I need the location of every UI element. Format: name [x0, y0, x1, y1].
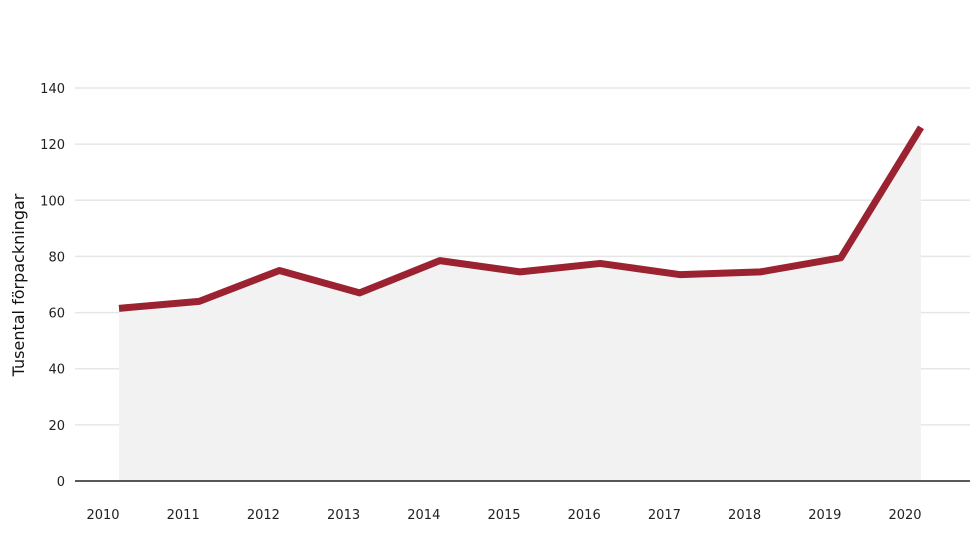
y-tick-label: 120: [40, 138, 65, 153]
y-tick-label: 40: [48, 363, 65, 378]
data-point: [678, 272, 683, 277]
x-tick-label: 2011: [167, 508, 200, 523]
x-tick-label: 2012: [247, 508, 280, 523]
x-tick-label: 2020: [888, 508, 921, 523]
data-point: [518, 269, 523, 274]
y-tick-label: 80: [48, 250, 65, 265]
data-point: [357, 290, 362, 295]
series-line: [118, 125, 924, 312]
data-point: [277, 268, 282, 273]
area-fill: [119, 127, 921, 482]
x-tick-label: 2010: [86, 508, 119, 523]
data-point: [598, 261, 603, 266]
data-point: [117, 306, 122, 311]
y-axis-ticks: 0 20 40 60 80 100 120 140: [40, 82, 65, 490]
x-tick-label: 2014: [407, 508, 440, 523]
data-point: [838, 255, 843, 260]
data-point: [437, 258, 442, 263]
y-tick-label: 100: [40, 194, 65, 209]
x-tick-label: 2013: [327, 508, 360, 523]
area-layer: [75, 127, 970, 482]
series-line-layer: [117, 125, 924, 312]
x-axis-ticks: 2010 2011 2012 2013 2014 2015 2016 2017 2018 2019…: [86, 508, 921, 523]
data-point: [197, 299, 202, 304]
x-tick-label: 2018: [728, 508, 761, 523]
data-point: [919, 125, 924, 130]
x-tick-label: 2016: [568, 508, 601, 523]
y-tick-label: 140: [40, 82, 65, 97]
x-tick-label: 2017: [648, 508, 681, 523]
data-point: [758, 269, 763, 274]
x-tick-label: 2019: [808, 508, 841, 523]
x-tick-label: 2015: [487, 508, 520, 523]
y-axis-label: Tusental förpackningar: [9, 193, 28, 377]
y-tick-label: 20: [48, 419, 65, 434]
y-tick-label: 60: [48, 307, 65, 322]
y-tick-label: 0: [57, 475, 65, 490]
